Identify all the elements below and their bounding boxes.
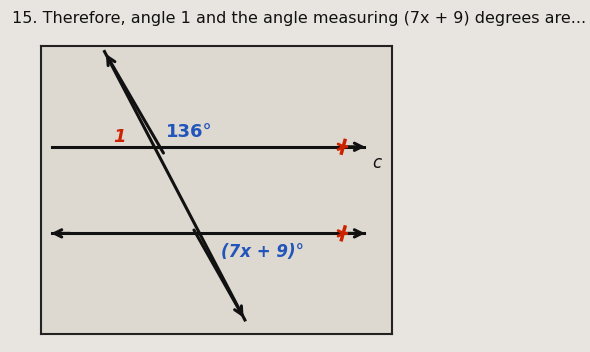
Text: 136°: 136° bbox=[166, 123, 213, 142]
Text: 1: 1 bbox=[113, 128, 126, 146]
Text: c: c bbox=[372, 154, 381, 172]
Text: (7x + 9)°: (7x + 9)° bbox=[221, 243, 304, 261]
Text: 15. Therefore, angle 1 and the angle measuring (7x + 9) degrees are... *: 15. Therefore, angle 1 and the angle mea… bbox=[12, 11, 590, 26]
